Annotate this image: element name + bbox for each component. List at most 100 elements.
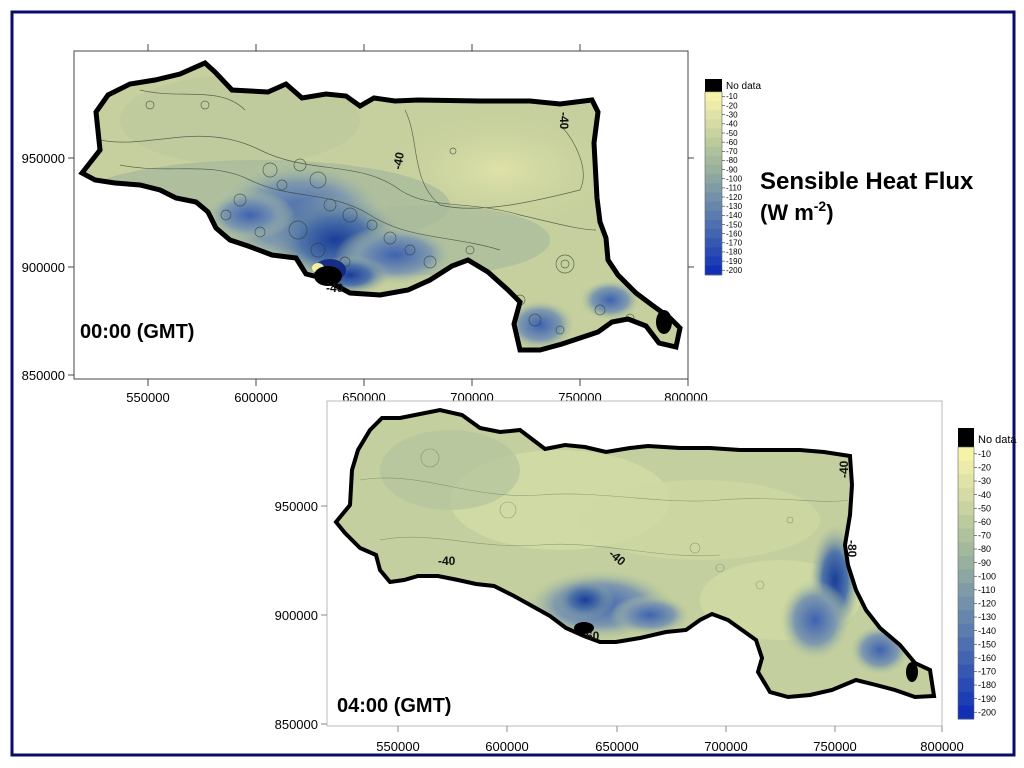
colorbar-swatch bbox=[705, 137, 722, 148]
map-panel-0000: -40 -40 -40 00:00 (GMT) 550000 600000 65… bbox=[22, 44, 761, 405]
colorbar-swatch bbox=[705, 100, 722, 111]
colorbar-swatch bbox=[705, 174, 722, 184]
colorbar-tick-label: -200 bbox=[978, 707, 996, 717]
colorbar-swatch bbox=[958, 678, 974, 693]
colorbar-swatch bbox=[705, 192, 722, 203]
tick-marks bbox=[321, 505, 943, 732]
colorbar-swatch bbox=[705, 265, 722, 276]
y-tick-label: 850000 bbox=[275, 717, 318, 732]
colorbar-tick-label: -30 bbox=[978, 476, 991, 486]
slide-border bbox=[10, 10, 1016, 757]
time-label-0400: 04:00 (GMT) bbox=[337, 695, 451, 717]
colorbar-swatch bbox=[958, 555, 974, 570]
x-tick-label: 750000 bbox=[813, 739, 856, 754]
colorbar-nodata-swatch bbox=[958, 428, 974, 448]
colorbar-tick-label: -150 bbox=[726, 220, 743, 229]
colorbar-swatch bbox=[958, 474, 974, 489]
colorbar-tick-label: -100 bbox=[978, 571, 996, 581]
colorbar-tick-label: -80 bbox=[978, 544, 991, 554]
colorbar-tick-label: -130 bbox=[978, 612, 996, 622]
colorbar-tick-label: -100 bbox=[726, 175, 743, 184]
colorbar-swatch bbox=[705, 110, 722, 120]
colorbar-swatch bbox=[705, 91, 722, 102]
colorbar-tick-label: -120 bbox=[978, 599, 996, 609]
colorbar-swatch bbox=[705, 201, 722, 212]
colorbar-nodata-label: No data bbox=[726, 81, 761, 92]
colorbar-tick-label: -50 bbox=[978, 503, 991, 513]
contour-label: -40 bbox=[557, 112, 571, 130]
colorbar-swatch bbox=[705, 119, 722, 129]
colorbar-0400: No data -10 -20 -30 -40 -50 -60 -70 -80 -90 -100 -1… bbox=[957, 428, 1017, 720]
colorbar-tick-label: -40 bbox=[978, 490, 991, 500]
x-tick-label: 550000 bbox=[126, 390, 169, 405]
colorbar-swatch bbox=[958, 637, 974, 652]
colorbar-tick-label: -150 bbox=[978, 639, 996, 649]
colorbar-tick-label: -110 bbox=[978, 585, 995, 595]
x-tick-label: 800000 bbox=[920, 739, 963, 754]
colorbar-swatch bbox=[958, 623, 974, 638]
colorbar-swatch bbox=[958, 596, 974, 611]
colorbar-swatch bbox=[958, 528, 974, 543]
colorbar-tick-label: -190 bbox=[726, 257, 743, 266]
figure-title: Sensible Heat Flux (W m-2) bbox=[760, 168, 974, 225]
colorbar-frame bbox=[957, 446, 975, 720]
colorbar-tick-label: -80 bbox=[726, 156, 738, 165]
y-tick-label: 900000 bbox=[275, 608, 318, 623]
colorbar-swatch bbox=[958, 651, 974, 666]
colorbar-tick-label: -90 bbox=[978, 558, 991, 568]
contour-label: -40 bbox=[326, 281, 344, 295]
colorbar-tick-label: -170 bbox=[726, 239, 743, 248]
contour-label: -40 bbox=[390, 151, 407, 171]
colorbar-swatch bbox=[705, 155, 722, 166]
x-tick-label: 550000 bbox=[376, 739, 419, 754]
x-tick-label: 600000 bbox=[234, 390, 277, 405]
colorbar-tick-label: -180 bbox=[978, 680, 996, 690]
colorbar-swatch bbox=[958, 569, 974, 584]
colorbar-swatch bbox=[705, 238, 722, 248]
time-label-0000: 00:00 (GMT) bbox=[80, 321, 194, 343]
colorbar-swatch bbox=[958, 487, 974, 502]
colorbar-tick-label: -140 bbox=[978, 626, 996, 636]
colorbar-nodata-label: No data bbox=[978, 434, 1017, 446]
map-panel-0400: -40 -40 -40 -80 -60 04:00 (GMT) 550000 6… bbox=[275, 400, 1017, 754]
contour-label: -60 bbox=[582, 629, 600, 643]
colorbar-swatch bbox=[705, 210, 722, 221]
colorbar-tick-label: -130 bbox=[726, 202, 743, 211]
colorbar-swatch bbox=[705, 146, 722, 157]
colorbar-swatch bbox=[958, 705, 974, 720]
contour-label: -40 bbox=[837, 460, 851, 478]
colorbar-swatch bbox=[705, 256, 722, 267]
title-line1: Sensible Heat Flux bbox=[760, 168, 974, 195]
colorbar-tick-label: -140 bbox=[726, 211, 743, 220]
colorbar-tick-label: -190 bbox=[978, 694, 996, 704]
colorbar-swatch bbox=[958, 664, 974, 679]
colorbar-tick-label: -90 bbox=[726, 165, 738, 174]
colorbar-tick-label: -200 bbox=[726, 266, 743, 275]
colorbar-tick-label: -60 bbox=[978, 517, 991, 527]
colorbar-tick-label: -10 bbox=[978, 449, 991, 459]
colorbar-nodata-swatch bbox=[705, 79, 722, 92]
y-tick-label: 950000 bbox=[275, 499, 318, 514]
colorbar-swatch bbox=[958, 542, 974, 557]
colorbar-tick-label: -50 bbox=[726, 129, 738, 138]
colorbar-swatch bbox=[705, 183, 722, 193]
colorbar-swatch bbox=[705, 128, 722, 139]
colorbar-tick-label: -70 bbox=[978, 531, 991, 541]
title-unit: (W m-2) bbox=[760, 198, 834, 225]
nodata-blob bbox=[314, 266, 342, 286]
colorbar-swatch bbox=[705, 219, 722, 230]
colorbar-swatch bbox=[958, 583, 974, 598]
colorbar-swatch bbox=[958, 447, 974, 462]
colorbar-swatch bbox=[705, 229, 722, 239]
colorbar-tick-label: -170 bbox=[978, 667, 996, 677]
colorbar-swatch bbox=[705, 165, 722, 175]
x-tick-label: 600000 bbox=[485, 739, 528, 754]
colorbar-0000: No data-10-20-30-40-50-60-70-80-90-100-1… bbox=[704, 79, 761, 276]
nodata-blob bbox=[656, 310, 672, 334]
colorbar-frame bbox=[704, 91, 723, 276]
colorbar-tick-label: -20 bbox=[978, 463, 991, 473]
colorbar-tick-label: -30 bbox=[726, 110, 738, 119]
colorbar-tick-label: -160 bbox=[726, 229, 743, 238]
colorbar-tick-label: -160 bbox=[978, 653, 996, 663]
nodata-blob bbox=[574, 622, 594, 634]
